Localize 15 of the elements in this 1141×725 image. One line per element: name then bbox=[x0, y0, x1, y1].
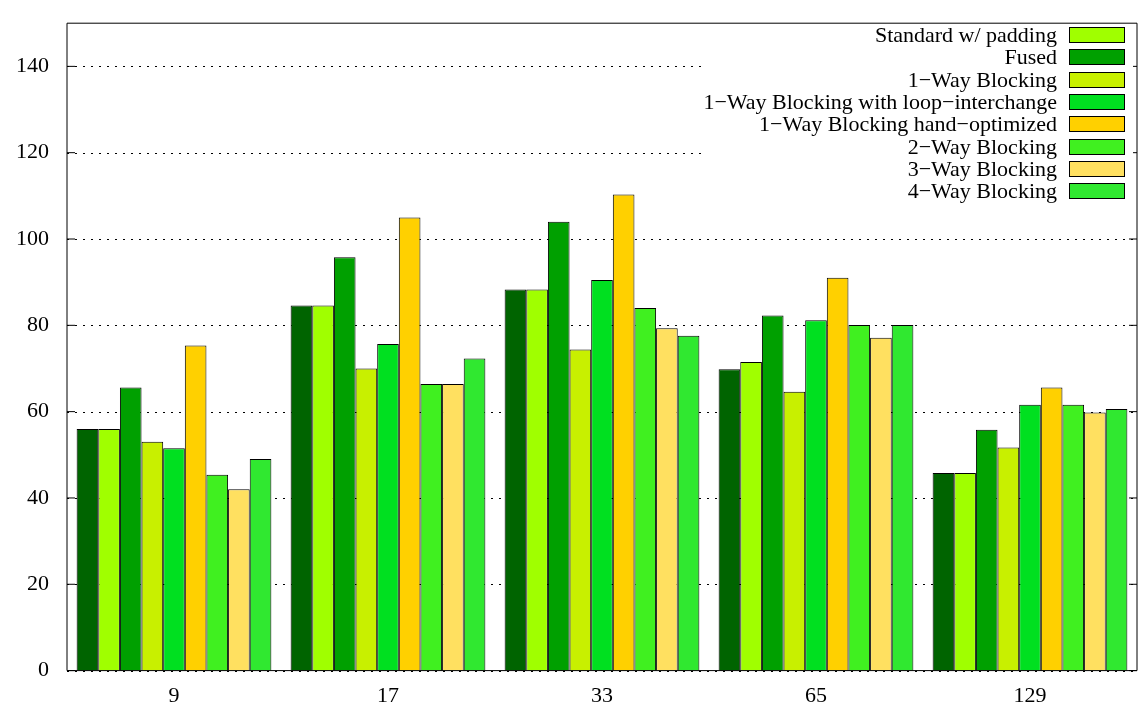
x-tick-label: 129 bbox=[1013, 681, 1047, 707]
y-tick-label: 20 bbox=[27, 570, 49, 596]
x-tick-label: 33 bbox=[591, 681, 613, 707]
y-tick-label: 120 bbox=[16, 138, 49, 164]
y-tick-label: 60 bbox=[27, 397, 49, 423]
x-tick-label: 9 bbox=[168, 681, 180, 707]
y-tick-label: 140 bbox=[16, 52, 49, 78]
legend-label: 1−Way Blocking bbox=[907, 66, 1057, 92]
y-tick-label: 40 bbox=[27, 483, 49, 509]
x-tick-label: 17 bbox=[377, 681, 399, 707]
y-tick-label: 80 bbox=[27, 311, 49, 337]
legend-label: Standard w/ padding bbox=[874, 22, 1057, 48]
x-tick-label: 65 bbox=[805, 681, 827, 707]
y-tick-label: 100 bbox=[16, 224, 49, 250]
y-tick-label: 0 bbox=[38, 656, 49, 682]
